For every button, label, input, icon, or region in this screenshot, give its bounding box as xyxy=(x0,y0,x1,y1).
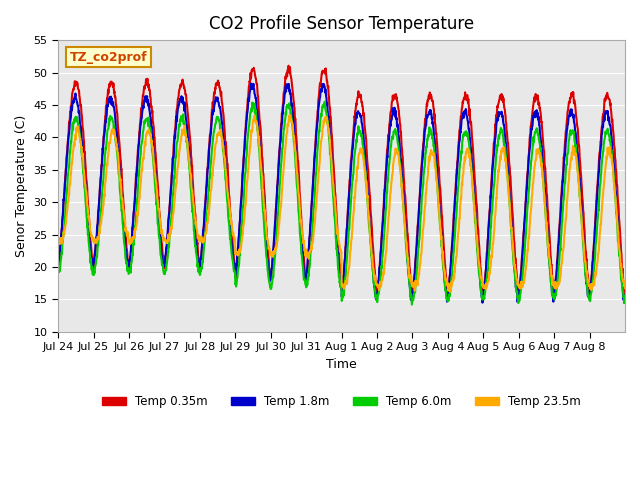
Temp 1.8m xyxy=(585,295,593,301)
Temp 0.35m xyxy=(311,150,319,156)
Title: CO2 Profile Sensor Temperature: CO2 Profile Sensor Temperature xyxy=(209,15,474,33)
Temp 23.5m xyxy=(621,285,629,291)
Temp 6.0m xyxy=(310,198,318,204)
Temp 23.5m xyxy=(586,282,593,288)
Temp 6.0m xyxy=(621,295,629,301)
Temp 0.35m xyxy=(621,291,629,297)
Temp 6.0m xyxy=(321,99,328,105)
Y-axis label: Senor Temperature (C): Senor Temperature (C) xyxy=(15,115,28,257)
Temp 1.8m xyxy=(311,154,319,159)
Temp 23.5m xyxy=(54,236,62,242)
Temp 1.8m xyxy=(621,293,629,299)
Temp 0.35m xyxy=(156,209,163,215)
Temp 23.5m xyxy=(445,281,453,287)
Temp 1.8m xyxy=(445,280,453,286)
Line: Temp 0.35m: Temp 0.35m xyxy=(58,66,625,295)
Temp 23.5m xyxy=(344,268,352,274)
X-axis label: Time: Time xyxy=(326,358,357,371)
Temp 1.8m xyxy=(65,132,72,138)
Temp 1.8m xyxy=(248,81,255,86)
Temp 6.0m xyxy=(408,302,416,308)
Temp 0.35m xyxy=(586,286,593,292)
Temp 0.35m xyxy=(65,128,72,133)
Temp 6.0m xyxy=(65,165,72,171)
Temp 6.0m xyxy=(586,296,593,301)
Temp 0.35m xyxy=(445,292,452,298)
Line: Temp 23.5m: Temp 23.5m xyxy=(58,115,625,292)
Temp 23.5m xyxy=(156,214,163,220)
Legend: Temp 0.35m, Temp 1.8m, Temp 6.0m, Temp 23.5m: Temp 0.35m, Temp 1.8m, Temp 6.0m, Temp 2… xyxy=(97,390,586,413)
Temp 6.0m xyxy=(156,235,163,240)
Temp 1.8m xyxy=(156,229,163,235)
Temp 23.5m xyxy=(311,221,319,227)
Temp 23.5m xyxy=(447,289,454,295)
Temp 0.35m xyxy=(344,197,352,203)
Temp 1.8m xyxy=(344,206,352,212)
Temp 1.8m xyxy=(54,262,62,267)
Temp 0.35m xyxy=(54,263,62,269)
Line: Temp 1.8m: Temp 1.8m xyxy=(58,84,625,303)
Temp 6.0m xyxy=(344,234,352,240)
Text: TZ_co2prof: TZ_co2prof xyxy=(69,50,147,63)
Line: Temp 6.0m: Temp 6.0m xyxy=(58,102,625,305)
Temp 23.5m xyxy=(65,192,72,197)
Temp 6.0m xyxy=(445,294,453,300)
Temp 6.0m xyxy=(54,270,62,276)
Temp 0.35m xyxy=(285,63,292,69)
Temp 23.5m xyxy=(287,112,294,118)
Temp 0.35m xyxy=(445,275,453,280)
Temp 1.8m xyxy=(620,300,628,306)
